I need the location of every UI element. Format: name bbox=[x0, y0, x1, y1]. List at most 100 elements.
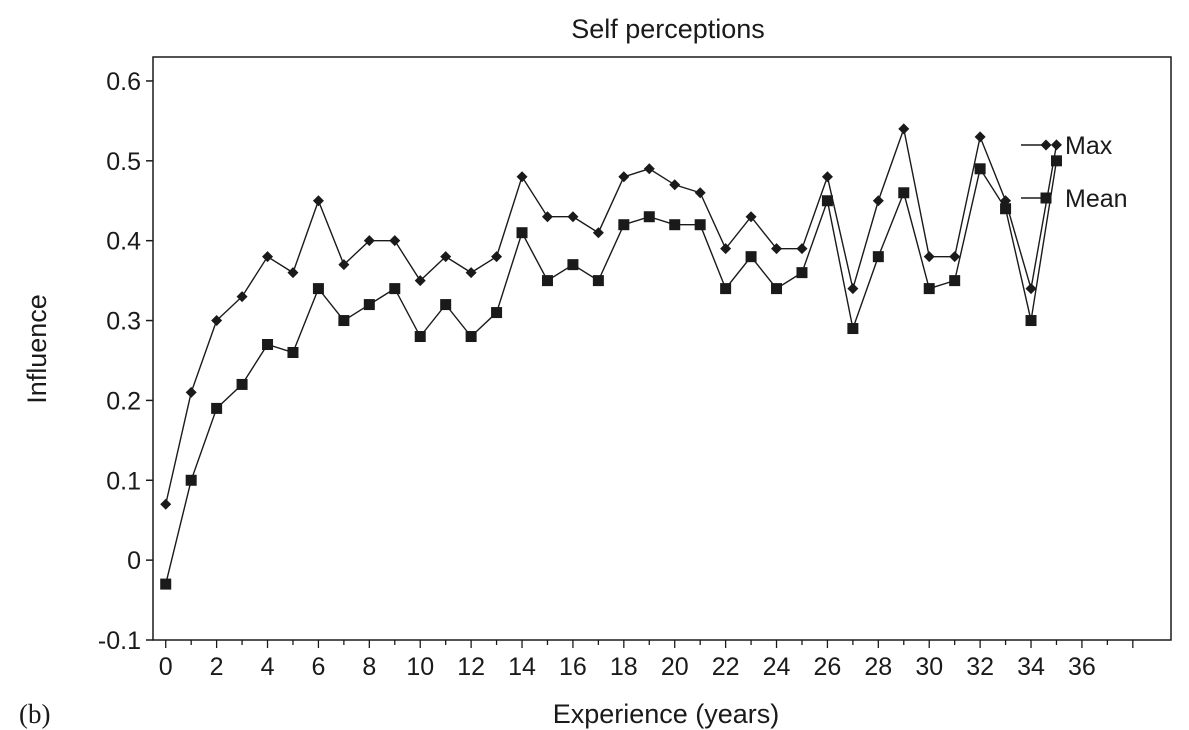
data-point-max bbox=[491, 251, 503, 263]
data-point-mean bbox=[160, 578, 172, 590]
x-tick-label: 30 bbox=[915, 653, 943, 681]
data-point-max bbox=[262, 251, 274, 263]
y-tick-label: 0.4 bbox=[106, 228, 141, 256]
series-line-max bbox=[165, 126, 1058, 505]
data-point-mean bbox=[338, 315, 350, 327]
data-point-mean bbox=[1050, 155, 1062, 167]
data-point-max bbox=[185, 386, 197, 398]
x-tick-label: 26 bbox=[814, 653, 842, 681]
data-point-max bbox=[465, 267, 477, 279]
data-point-mean bbox=[771, 283, 783, 295]
legend-marker-mean bbox=[1040, 192, 1052, 204]
series-layer bbox=[160, 123, 1062, 590]
data-point-mean bbox=[923, 283, 935, 295]
data-point-max bbox=[338, 259, 350, 271]
data-point-mean bbox=[440, 299, 452, 311]
x-tick-label: 6 bbox=[311, 653, 325, 681]
data-point-max bbox=[771, 243, 783, 255]
data-point-max bbox=[363, 235, 375, 247]
data-point-mean bbox=[287, 346, 299, 358]
data-point-max bbox=[1025, 283, 1037, 295]
legend-label-max: Max bbox=[1065, 132, 1113, 160]
x-axis-ticks: 0 2 4 6 8 10 12 14 16 18 20 22 24 26 28 30 32 34 36 bbox=[159, 640, 1134, 681]
x-tick-label: 10 bbox=[406, 653, 434, 681]
data-point-max bbox=[847, 283, 859, 295]
data-point-mean bbox=[796, 267, 808, 279]
data-point-max bbox=[898, 123, 910, 135]
data-point-max bbox=[389, 235, 401, 247]
data-point-mean bbox=[516, 227, 528, 239]
x-tick-label: 16 bbox=[559, 653, 587, 681]
series-line-mean bbox=[165, 160, 1058, 585]
data-point-mean bbox=[745, 251, 757, 263]
data-point-mean bbox=[389, 283, 401, 295]
data-point-mean bbox=[694, 219, 706, 231]
data-point-max bbox=[694, 187, 706, 199]
data-point-max bbox=[160, 498, 172, 510]
x-tick-label: 12 bbox=[457, 653, 485, 681]
data-point-mean bbox=[465, 331, 477, 343]
series-max bbox=[160, 123, 1062, 510]
x-tick-label: 36 bbox=[1068, 653, 1096, 681]
x-tick-label: 8 bbox=[362, 653, 376, 681]
data-point-mean bbox=[211, 402, 223, 414]
series-mean bbox=[160, 155, 1062, 590]
x-tick-label: 18 bbox=[610, 653, 638, 681]
y-tick-label: -0.1 bbox=[98, 627, 141, 655]
data-point-max bbox=[923, 251, 935, 263]
y-axis-label: Influence bbox=[22, 294, 52, 404]
data-point-max bbox=[872, 195, 884, 207]
data-point-max bbox=[796, 243, 808, 255]
y-tick-label: 0.1 bbox=[106, 467, 141, 495]
data-point-mean bbox=[1000, 203, 1012, 215]
data-point-mean bbox=[618, 219, 630, 231]
y-tick-label: 0.6 bbox=[106, 68, 141, 96]
y-axis-ticks: -0.1 0 0.1 0.2 0.3 0.4 0.5 0.6 bbox=[98, 68, 153, 655]
data-point-max bbox=[821, 171, 833, 183]
data-point-max bbox=[414, 275, 426, 287]
data-point-mean bbox=[974, 163, 986, 175]
data-point-mean bbox=[669, 219, 681, 231]
x-tick-label: 28 bbox=[864, 653, 892, 681]
data-point-max bbox=[745, 211, 757, 223]
chart-title: Self perceptions bbox=[571, 14, 765, 44]
data-point-mean bbox=[262, 339, 274, 351]
y-tick-label: 0 bbox=[127, 547, 141, 575]
data-point-mean bbox=[541, 275, 553, 287]
panel-label: (b) bbox=[19, 699, 50, 729]
data-point-mean bbox=[312, 283, 324, 295]
legend: Max Mean bbox=[1021, 132, 1128, 213]
x-tick-label: 24 bbox=[763, 653, 791, 681]
data-point-max bbox=[643, 163, 655, 175]
data-point-mean bbox=[567, 259, 579, 271]
x-tick-label: 14 bbox=[508, 653, 536, 681]
data-point-mean bbox=[872, 251, 884, 263]
data-point-max bbox=[618, 171, 630, 183]
x-tick-label: 4 bbox=[261, 653, 275, 681]
data-point-max bbox=[541, 211, 553, 223]
data-point-max bbox=[287, 267, 299, 279]
data-point-max bbox=[516, 171, 528, 183]
data-point-mean bbox=[821, 195, 833, 207]
data-point-max bbox=[440, 251, 452, 263]
data-point-mean bbox=[898, 187, 910, 199]
data-point-mean bbox=[1025, 315, 1037, 327]
data-point-max bbox=[1050, 139, 1062, 151]
y-tick-label: 0.5 bbox=[106, 148, 141, 176]
data-point-mean bbox=[720, 283, 732, 295]
data-point-max bbox=[949, 251, 961, 263]
data-point-max bbox=[312, 195, 324, 207]
data-point-mean bbox=[414, 331, 426, 343]
data-point-mean bbox=[185, 474, 197, 486]
y-tick-label: 0.3 bbox=[106, 308, 141, 336]
x-tick-label: 22 bbox=[712, 653, 740, 681]
x-tick-label: 2 bbox=[210, 653, 224, 681]
legend-label-mean: Mean bbox=[1065, 185, 1128, 213]
plot-frame bbox=[152, 56, 1172, 641]
x-tick-label: 0 bbox=[159, 653, 173, 681]
data-point-mean bbox=[643, 211, 655, 223]
data-point-mean bbox=[363, 299, 375, 311]
data-point-mean bbox=[491, 307, 503, 319]
data-point-max bbox=[211, 315, 223, 327]
